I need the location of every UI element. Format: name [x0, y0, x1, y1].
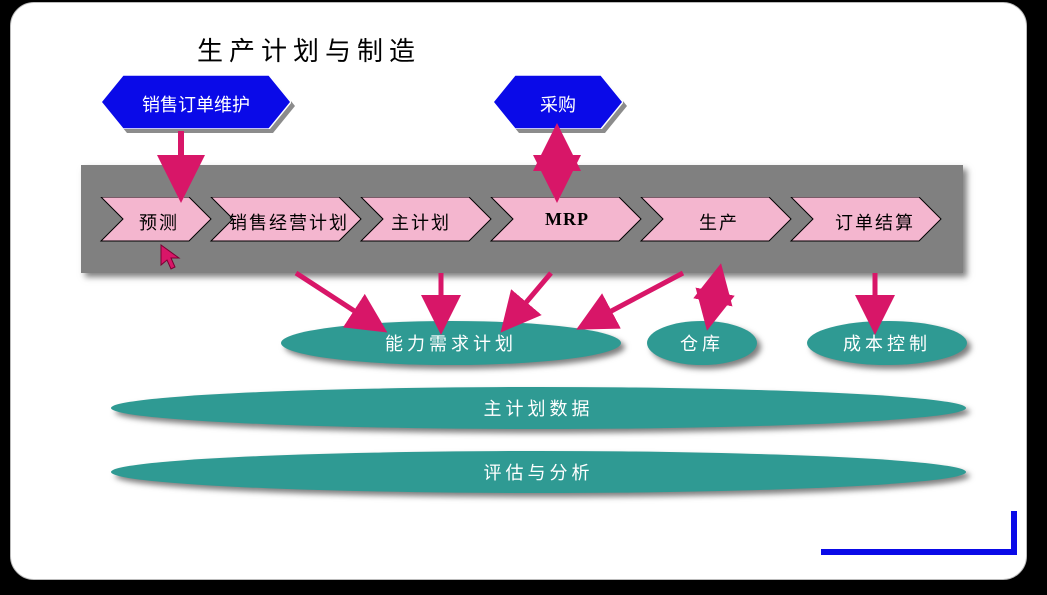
diagram-panel: 生产计划与制造 销售订单维护 采购 预测 销售经营计划 主计划 MRP 生产 订…: [10, 2, 1027, 580]
corner-mark-icon: [821, 511, 1017, 555]
cursor-icon: [159, 243, 183, 271]
arrows-layer: [11, 3, 1026, 579]
